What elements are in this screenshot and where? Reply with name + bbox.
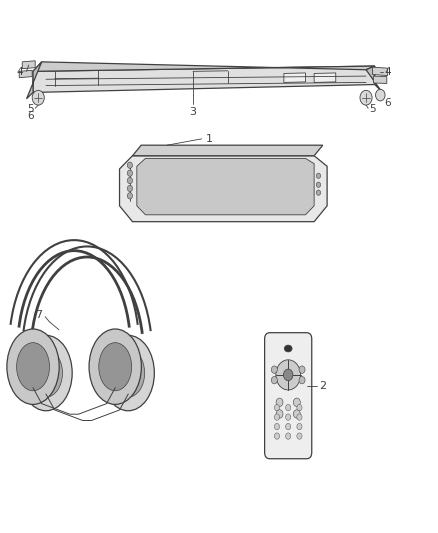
Circle shape <box>274 414 279 420</box>
Polygon shape <box>19 70 32 78</box>
Circle shape <box>286 405 291 411</box>
Circle shape <box>274 405 279 411</box>
Circle shape <box>299 366 305 373</box>
Circle shape <box>286 433 291 439</box>
Circle shape <box>316 173 321 179</box>
Ellipse shape <box>17 343 49 391</box>
Ellipse shape <box>89 329 141 405</box>
Text: 4: 4 <box>384 67 391 77</box>
Circle shape <box>127 192 133 199</box>
Polygon shape <box>22 61 35 69</box>
Ellipse shape <box>30 349 63 397</box>
Polygon shape <box>137 158 314 215</box>
Ellipse shape <box>102 335 154 411</box>
Circle shape <box>127 162 133 168</box>
FancyBboxPatch shape <box>265 333 312 459</box>
Text: 5: 5 <box>369 104 376 114</box>
Circle shape <box>297 423 302 430</box>
Circle shape <box>286 414 291 420</box>
Circle shape <box>299 376 305 384</box>
Text: 2: 2 <box>319 381 326 391</box>
Circle shape <box>127 170 133 176</box>
Text: 4: 4 <box>17 67 24 77</box>
Circle shape <box>276 398 283 407</box>
Circle shape <box>271 366 277 373</box>
Text: 7: 7 <box>35 310 42 320</box>
Circle shape <box>316 190 321 195</box>
Circle shape <box>297 405 302 411</box>
Circle shape <box>274 433 279 439</box>
Circle shape <box>274 423 279 430</box>
Polygon shape <box>373 76 387 84</box>
Ellipse shape <box>20 335 72 411</box>
Polygon shape <box>120 156 327 222</box>
Ellipse shape <box>7 329 59 405</box>
Circle shape <box>32 90 44 105</box>
Circle shape <box>276 410 283 418</box>
Polygon shape <box>372 67 388 76</box>
Circle shape <box>271 376 277 384</box>
Circle shape <box>283 369 293 381</box>
Circle shape <box>297 414 302 420</box>
Polygon shape <box>284 73 305 83</box>
Polygon shape <box>314 73 336 83</box>
Text: 1: 1 <box>206 134 213 144</box>
Ellipse shape <box>99 343 132 391</box>
Circle shape <box>375 90 385 101</box>
Circle shape <box>360 90 372 105</box>
Circle shape <box>297 433 302 439</box>
Polygon shape <box>133 145 323 156</box>
Circle shape <box>293 398 300 407</box>
Text: 3: 3 <box>190 107 197 117</box>
Circle shape <box>276 360 300 390</box>
Polygon shape <box>33 66 374 92</box>
Text: 6: 6 <box>384 98 391 108</box>
Text: 5: 5 <box>27 104 34 114</box>
Polygon shape <box>366 66 381 91</box>
Circle shape <box>286 423 291 430</box>
Circle shape <box>293 410 300 418</box>
Circle shape <box>127 185 133 191</box>
Ellipse shape <box>284 345 292 352</box>
Polygon shape <box>27 62 42 99</box>
Circle shape <box>316 182 321 188</box>
Polygon shape <box>33 62 374 71</box>
Text: 6: 6 <box>27 111 34 120</box>
Ellipse shape <box>112 349 145 397</box>
Circle shape <box>127 177 133 184</box>
